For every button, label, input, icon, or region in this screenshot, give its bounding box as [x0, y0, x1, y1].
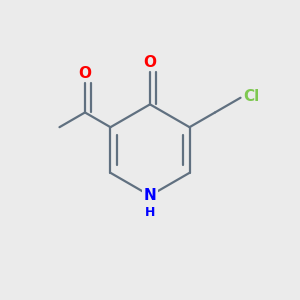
Text: Cl: Cl [244, 89, 260, 104]
Text: H: H [145, 206, 155, 219]
Text: N: N [144, 188, 156, 203]
Text: O: O [79, 66, 92, 81]
Text: O: O [143, 55, 157, 70]
